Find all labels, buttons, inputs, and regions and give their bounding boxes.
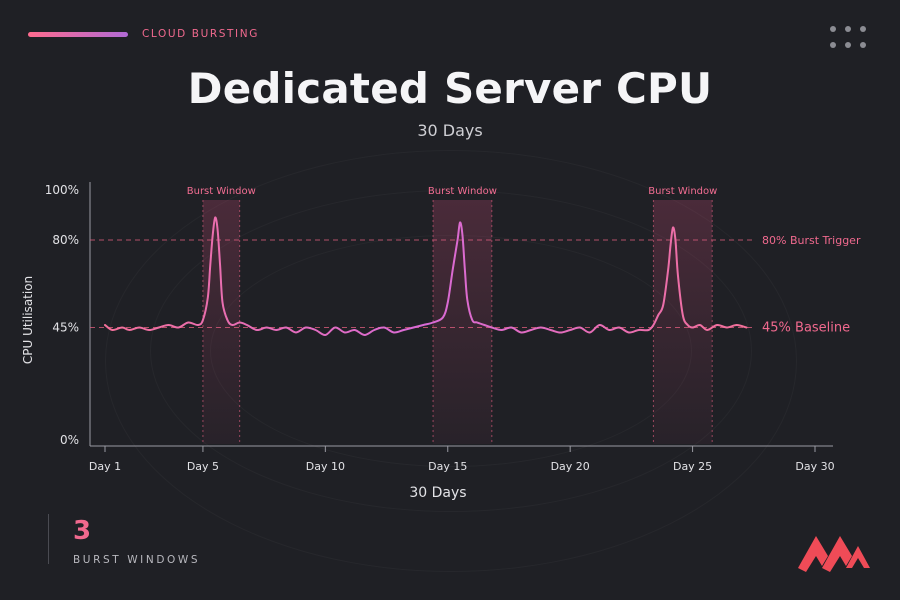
more-options-icon[interactable] <box>830 26 872 50</box>
burst-windows-count: 3 <box>73 516 92 546</box>
burst-windows-stat: 3 BURST WINDOWS <box>48 514 201 566</box>
burst-window-label: Burst Window <box>428 186 497 197</box>
burst-window-region <box>202 200 240 444</box>
y-tick-label: 80% <box>52 233 79 247</box>
x-tick-label: Day 20 <box>551 460 590 473</box>
cpu-series-line <box>104 216 748 337</box>
y-tick-group: 0% 45% 80% 100% <box>45 183 79 447</box>
page-subtitle: 30 Days <box>417 121 483 140</box>
menu-dot <box>830 42 836 48</box>
y-tick-label: 100% <box>45 183 79 197</box>
x-tick-label: Day 10 <box>306 460 345 473</box>
reference-line-label: 45% Baseline <box>762 321 850 336</box>
y-axis-label: CPU Utilisation <box>21 276 35 364</box>
burst-windows-label: BURST WINDOWS <box>73 554 201 566</box>
x-axis-label: 30 Days <box>409 485 466 501</box>
page-title: Dedicated Server CPU <box>187 64 713 113</box>
x-tick-label: Day 25 <box>673 460 712 473</box>
burst-window-label: Burst Window <box>648 186 717 197</box>
y-tick-label: 0% <box>60 433 79 447</box>
section-eyebrow: CLOUD BURSTING <box>142 28 259 40</box>
y-tick-label: 45% <box>52 321 79 335</box>
x-tick-label: Day 1 <box>89 460 121 473</box>
header-accent-bar <box>28 32 128 37</box>
reference-line-group: 80% Burst Trigger 45% Baseline <box>90 234 861 336</box>
menu-dot <box>845 42 851 48</box>
brand-logo-icon <box>798 536 870 572</box>
menu-dot <box>860 26 866 32</box>
burst-window-region <box>653 200 713 444</box>
x-tick-label: Day 15 <box>428 460 467 473</box>
x-tick-label: Day 5 <box>187 460 219 473</box>
reference-line-label: 80% Burst Trigger <box>762 234 861 247</box>
x-tick-label: Day 30 <box>795 460 834 473</box>
burst-window-label: Burst Window <box>187 186 256 197</box>
menu-dot <box>860 42 866 48</box>
menu-dot <box>845 26 851 32</box>
burst-window-layer: Burst Window Burst Window Burst Window <box>187 186 717 444</box>
menu-dot <box>830 26 836 32</box>
x-tick-group: Day 1 Day 5 Day 10 Day 15 Day 20 Day 25 Day 30 <box>89 446 835 473</box>
